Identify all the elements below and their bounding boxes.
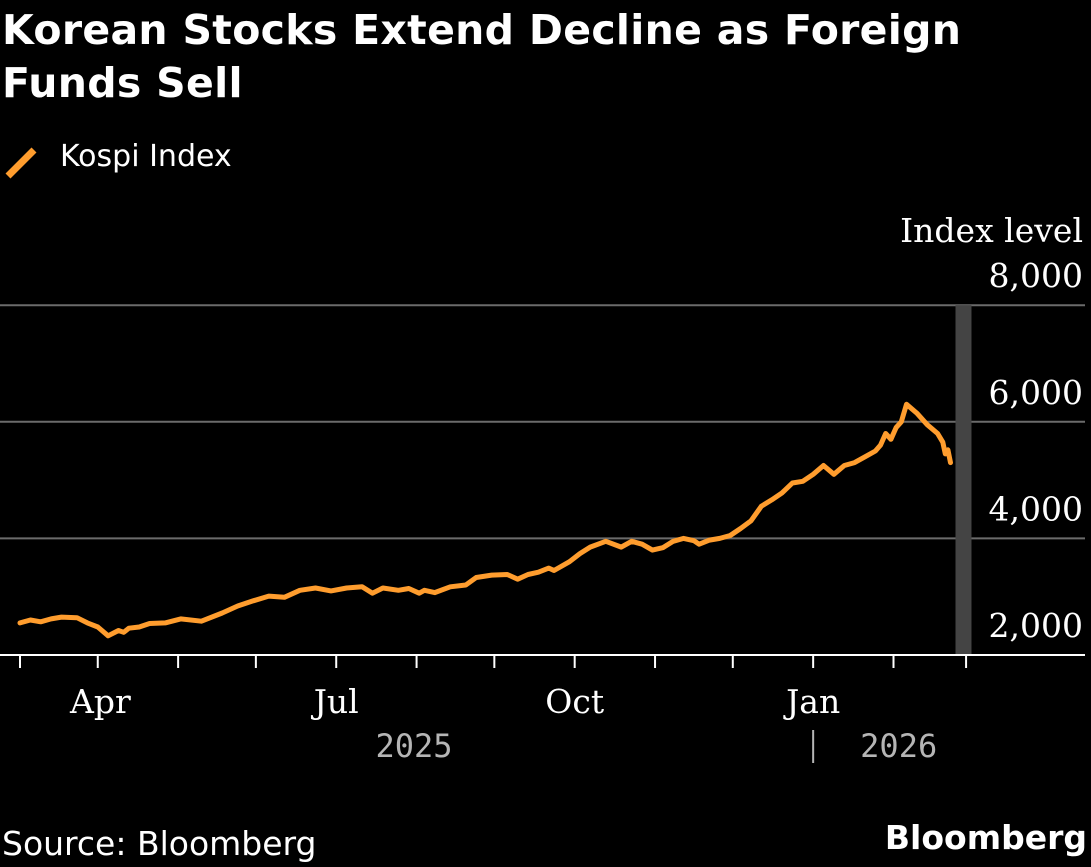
gridlines bbox=[0, 304, 1085, 540]
y-tick-label: 2,000 bbox=[989, 606, 1083, 645]
chart-title: Korean Stocks Extend Decline as Foreign … bbox=[2, 6, 962, 107]
axis-labels: 2,000 4,000 6,000 8,000 Apr Jul Oct Jan 2025 2026 bbox=[69, 256, 1083, 765]
y-axis-unit-label: Index level bbox=[900, 211, 1083, 250]
brand-logo: Bloomberg bbox=[884, 818, 1087, 857]
y-tick-label: 8,000 bbox=[989, 256, 1083, 295]
legend-label: Kospi Index bbox=[60, 139, 232, 174]
series-lines bbox=[17, 401, 953, 639]
y-tick-label: 4,000 bbox=[989, 489, 1083, 528]
x-axis bbox=[0, 654, 1085, 668]
source-note: Source: Bloomberg bbox=[2, 824, 317, 863]
highlight-band bbox=[955, 305, 972, 655]
legend-line-swatch bbox=[5, 147, 37, 179]
x-tick-label: Jul bbox=[311, 682, 359, 721]
x-tick-label: Apr bbox=[69, 682, 131, 721]
year-label: 2026 bbox=[860, 727, 937, 765]
year-label: 2025 bbox=[375, 727, 452, 765]
series-line-kospi bbox=[17, 401, 953, 639]
x-tick-label: Jan bbox=[783, 682, 840, 721]
x-tick-label: Oct bbox=[545, 682, 604, 721]
latest-highlight-bar bbox=[955, 305, 972, 655]
y-tick-label: 6,000 bbox=[989, 373, 1083, 412]
